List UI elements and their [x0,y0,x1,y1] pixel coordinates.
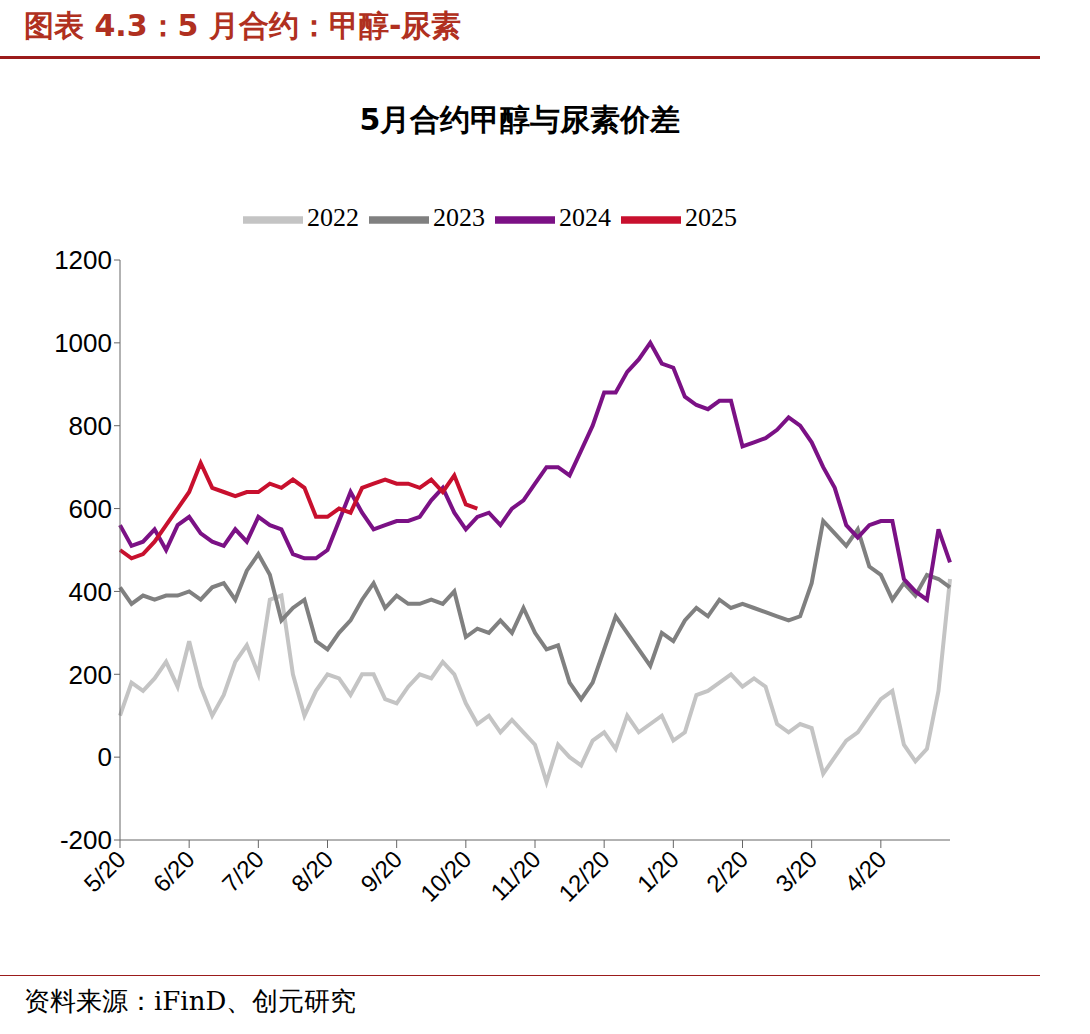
svg-text:0: 0 [98,742,112,772]
html-text:资料来源：iFinD、创元研究: 资料来源：iFinD、创元研究 [24,986,357,1016]
svg-text:-200: -200 [60,825,112,855]
svg-text:1/20: 1/20 [632,845,684,897]
html-text:2025: 2025 [685,203,737,232]
html-text:2024: 2024 [559,203,611,232]
svg-text:10/20: 10/20 [415,845,477,907]
svg-text:1000: 1000 [54,328,112,358]
html-text:5月合约甲醇与尿素价差: 5月合约甲醇与尿素价差 [359,102,681,137]
svg-text:6/20: 6/20 [148,845,200,897]
html-text:2023: 2023 [433,203,485,232]
svg-text:2/20: 2/20 [701,845,753,897]
html-text:2022: 2022 [307,203,359,232]
svg-text:600: 600 [69,494,112,524]
svg-text:800: 800 [69,411,112,441]
svg-text:3/20: 3/20 [770,845,822,897]
svg-text:7/20: 7/20 [217,845,269,897]
svg-text:400: 400 [69,577,112,607]
svg-text:200: 200 [69,660,112,690]
svg-text:9/20: 9/20 [355,845,407,897]
svg-text:12/20: 12/20 [553,845,615,907]
svg-text:1200: 1200 [54,245,112,275]
html-text:图表 4.3：5 月合约：甲醇-尿素: 图表 4.3：5 月合约：甲醇-尿素 [24,8,462,43]
svg-text:11/20: 11/20 [485,845,545,905]
svg-text:4/20: 4/20 [839,845,891,897]
svg-text:5/20: 5/20 [78,845,131,898]
svg-text:8/20: 8/20 [286,845,338,897]
